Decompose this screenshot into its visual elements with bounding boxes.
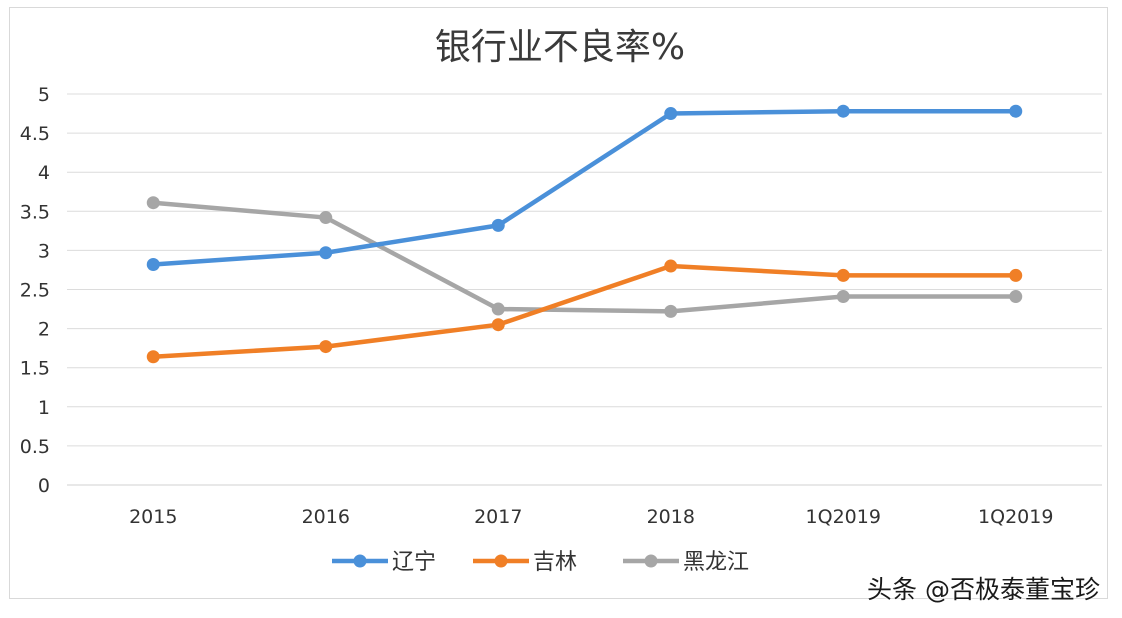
data-point xyxy=(146,257,160,271)
series-line xyxy=(151,108,1018,267)
legend-marker xyxy=(494,554,508,568)
data-point xyxy=(1009,268,1023,282)
y-tick-label: 3.5 xyxy=(20,201,50,223)
data-point xyxy=(319,340,333,354)
data-point xyxy=(836,104,850,118)
data-point xyxy=(1009,104,1023,118)
y-tick-label: 1.5 xyxy=(20,358,50,380)
x-tick-label: 1Q2019 xyxy=(806,506,881,528)
data-point xyxy=(491,302,505,316)
series-layer xyxy=(146,104,1023,364)
data-point xyxy=(664,304,678,318)
legend-marker xyxy=(353,554,367,568)
data-point xyxy=(836,290,850,304)
y-tick-label: 2 xyxy=(38,319,50,341)
x-tick-label: 2017 xyxy=(474,506,522,528)
y-tick-label: 1 xyxy=(38,397,50,419)
x-axis-ticks: 2015 2016 2017 2018 1Q2019 1Q2019 xyxy=(129,506,1053,528)
data-point xyxy=(664,107,678,121)
legend-label: 黑龙江 xyxy=(683,550,749,575)
legend-item: 吉林 xyxy=(473,550,577,575)
legend-label: 辽宁 xyxy=(392,550,436,575)
x-tick-label: 2015 xyxy=(129,506,177,528)
data-point xyxy=(1009,290,1023,304)
data-point xyxy=(491,318,505,332)
series-line xyxy=(151,200,1018,314)
data-point xyxy=(146,196,160,210)
data-point xyxy=(491,218,505,232)
y-axis-ticks: 0 0.5 1 1.5 2 2.5 3 3.5 4 4.5 5 xyxy=(20,84,50,497)
x-tick-label: 2016 xyxy=(302,506,350,528)
y-tick-label: 2.5 xyxy=(20,280,50,302)
series-0 xyxy=(146,104,1023,271)
y-tick-label: 4.5 xyxy=(20,123,50,145)
data-point xyxy=(664,259,678,273)
chart-title: 银行业不良率% xyxy=(435,27,685,68)
watermark: 头条 @否极泰董宝珍 xyxy=(867,575,1100,604)
y-tick-label: 0 xyxy=(38,475,50,497)
x-tick-label: 2018 xyxy=(647,506,695,528)
legend-item: 黑龙江 xyxy=(623,550,749,575)
legend-item: 辽宁 xyxy=(332,550,436,575)
grid-layer xyxy=(67,93,1102,486)
series-line xyxy=(151,263,1018,360)
legend-marker xyxy=(644,554,658,568)
data-point xyxy=(319,246,333,260)
data-point xyxy=(836,268,850,282)
y-tick-label: 3 xyxy=(38,240,50,262)
series-1 xyxy=(146,259,1023,364)
legend-label: 吉林 xyxy=(533,550,577,575)
data-point xyxy=(319,211,333,225)
series-2 xyxy=(146,196,1023,318)
y-tick-label: 5 xyxy=(38,84,50,106)
y-tick-label: 4 xyxy=(38,162,50,184)
y-tick-label: 0.5 xyxy=(20,436,50,458)
x-tick-label: 1Q2019 xyxy=(978,506,1053,528)
legend: 辽宁 吉林 黑龙江 xyxy=(332,550,749,575)
data-point xyxy=(146,350,160,364)
